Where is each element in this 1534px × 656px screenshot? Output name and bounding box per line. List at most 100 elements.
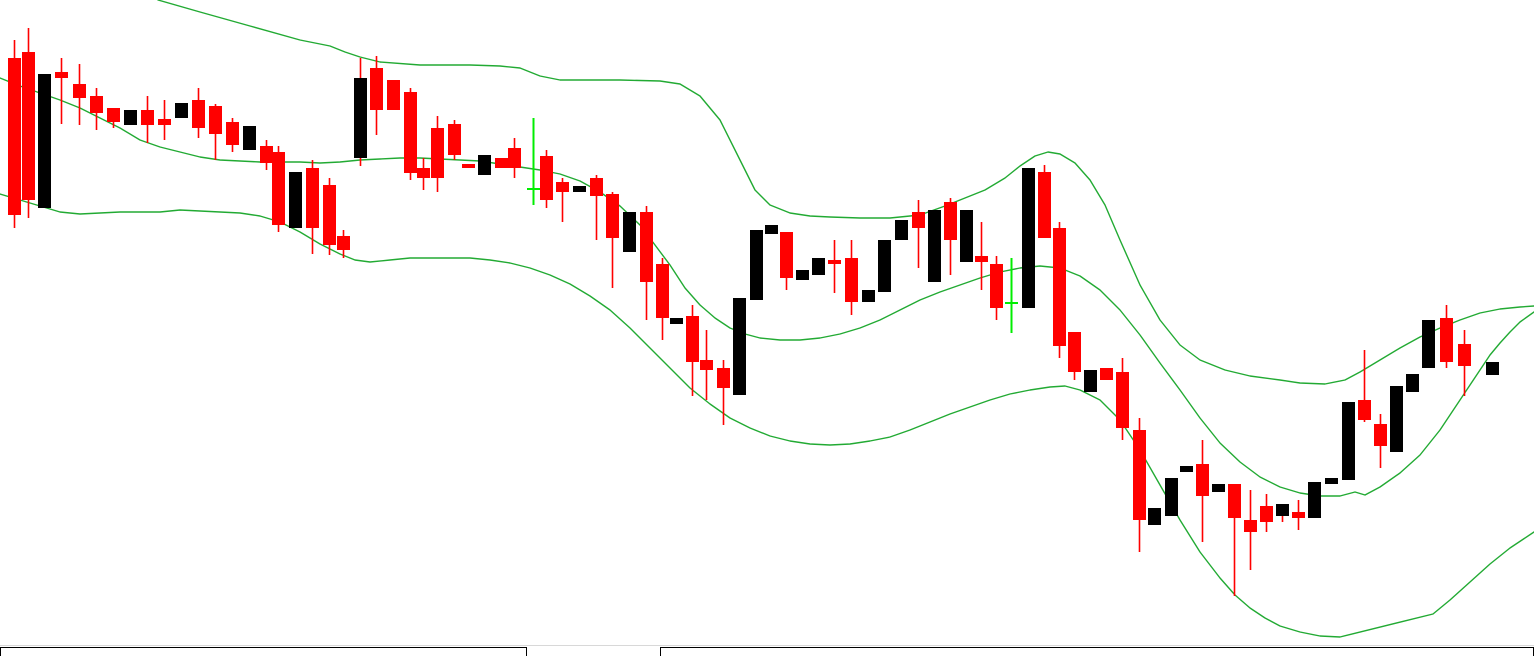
candlestick[interactable] [1406,374,1419,392]
candlestick[interactable] [260,140,273,170]
candlestick[interactable] [354,58,367,166]
candlestick[interactable] [828,240,841,293]
candlestick[interactable] [289,172,302,228]
candlestick[interactable] [141,96,154,143]
candlestick[interactable] [243,126,256,150]
candlestick[interactable] [370,56,383,135]
candlestick[interactable] [1133,418,1146,552]
candlestick[interactable] [540,150,553,208]
candlestick[interactable] [417,158,430,190]
candlestick[interactable] [1180,466,1193,472]
candlestick[interactable] [1148,508,1161,525]
candlestick[interactable] [1244,490,1257,570]
candlestick[interactable] [107,108,120,128]
candlestick[interactable] [272,146,285,232]
status-panel-right[interactable] [660,647,1534,656]
candlestick[interactable] [90,88,103,130]
candlestick[interactable] [1053,222,1066,358]
candlestick[interactable] [1022,168,1035,308]
candlestick[interactable] [1165,478,1178,516]
candlestick[interactable] [990,256,1003,320]
candlestick[interactable] [478,155,491,175]
candlestick[interactable] [590,175,603,240]
candle-body [1068,332,1081,372]
candlestick[interactable] [845,240,858,315]
candlestick[interactable] [606,192,619,288]
candlestick[interactable] [209,104,222,160]
candlestick[interactable] [750,230,763,300]
candlestick[interactable] [192,88,205,138]
candle-body [928,210,941,282]
candlestick[interactable] [1308,482,1321,518]
candlestick[interactable] [1116,358,1129,440]
candlestick[interactable] [1212,484,1225,492]
candle-body [38,74,51,208]
candlestick[interactable] [1358,350,1371,422]
candlestick[interactable] [1005,258,1018,333]
candlestick[interactable] [573,186,586,192]
candle-body [1390,386,1403,452]
candlestick[interactable] [1260,494,1273,532]
candlestick[interactable] [1196,440,1209,542]
candlestick[interactable] [975,222,988,290]
candlestick[interactable] [55,58,68,124]
candlestick[interactable] [22,28,35,218]
candlestick[interactable] [812,258,825,275]
candlestick[interactable] [1084,370,1097,392]
candlestick[interactable] [8,40,21,228]
candlestick[interactable] [175,103,188,118]
candlestick[interactable] [623,212,636,252]
candlestick[interactable] [1486,362,1499,375]
candlestick[interactable] [1458,330,1471,396]
candlestick[interactable] [1068,332,1081,380]
candlestick[interactable] [1374,414,1387,468]
candlestick[interactable] [717,360,730,425]
candlestick[interactable] [780,232,793,290]
candlestick[interactable] [226,118,239,152]
candlestick[interactable] [73,64,86,125]
candlestick[interactable] [495,158,508,168]
candlestick[interactable] [1100,368,1113,380]
candlestick[interactable] [895,220,908,240]
candlestick[interactable] [1422,320,1435,368]
candlestick[interactable] [1325,478,1338,484]
candlestick[interactable] [656,258,669,340]
candlestick[interactable] [1342,402,1355,480]
candlestick[interactable] [1038,165,1051,238]
candlestick[interactable] [431,116,444,192]
candlestick[interactable] [862,290,875,302]
candlestick[interactable] [1292,500,1305,530]
candlestick[interactable] [1276,504,1289,522]
candlestick[interactable] [878,240,891,292]
candlestick[interactable] [1440,305,1453,368]
candlestick[interactable] [686,305,699,396]
candlestick[interactable] [796,270,809,280]
candlestick[interactable] [556,178,569,222]
candlestick[interactable] [527,118,540,205]
candlestick[interactable] [38,74,51,208]
candlestick[interactable] [944,198,957,275]
candlestick[interactable] [387,80,400,110]
candlestick[interactable] [158,100,171,140]
candlestick[interactable] [1390,386,1403,452]
candlestick[interactable] [700,330,713,400]
candlestick[interactable] [765,225,778,234]
candlestick[interactable] [337,230,350,258]
candlestick[interactable] [670,318,683,324]
candle-body [323,185,336,245]
candlestick[interactable] [733,298,746,395]
candlestick[interactable] [1228,484,1241,596]
candlestick[interactable] [928,210,941,282]
candlestick[interactable] [306,160,319,254]
candlestick[interactable] [640,206,653,320]
candlestick[interactable] [323,178,336,255]
candlestick[interactable] [912,200,925,268]
candlestick[interactable] [124,110,137,125]
status-panel-left[interactable] [0,647,527,656]
candlestick[interactable] [508,138,521,178]
candlestick[interactable] [404,88,417,180]
candlestick[interactable] [448,120,461,160]
candlestick[interactable] [462,164,475,168]
candlestick[interactable] [960,210,973,262]
